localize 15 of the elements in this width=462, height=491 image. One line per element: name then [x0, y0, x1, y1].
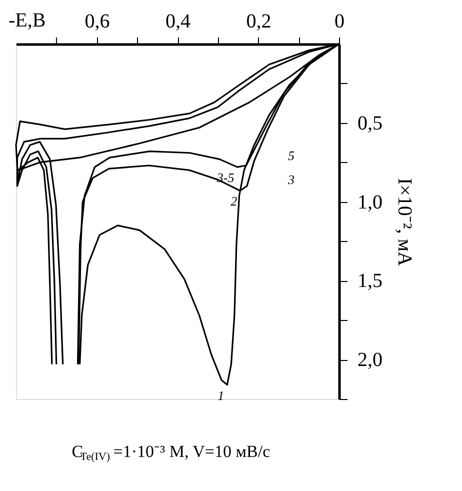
- x-tick-label: 0,4: [166, 10, 190, 32]
- annotation: 5: [288, 148, 295, 163]
- y-tick-label: 1,5: [358, 270, 382, 292]
- y-tick-label: 2,0: [358, 349, 382, 372]
- x-tick-label: 0,6: [84, 10, 110, 32]
- series-label: 2: [230, 194, 238, 209]
- x-tick-label: 0,2: [246, 10, 272, 32]
- y-tick-label: 0,5: [358, 112, 382, 134]
- y-axis-title: I×10⁻², мА: [394, 178, 416, 267]
- series-label: 1: [218, 388, 224, 403]
- x-axis-title: -E,B: [8, 10, 46, 32]
- y-tick-label: 1,0: [358, 191, 382, 214]
- x-tick-label: 0: [334, 10, 344, 32]
- annotation: 3: [287, 172, 295, 187]
- series-label: 3-5: [216, 170, 235, 186]
